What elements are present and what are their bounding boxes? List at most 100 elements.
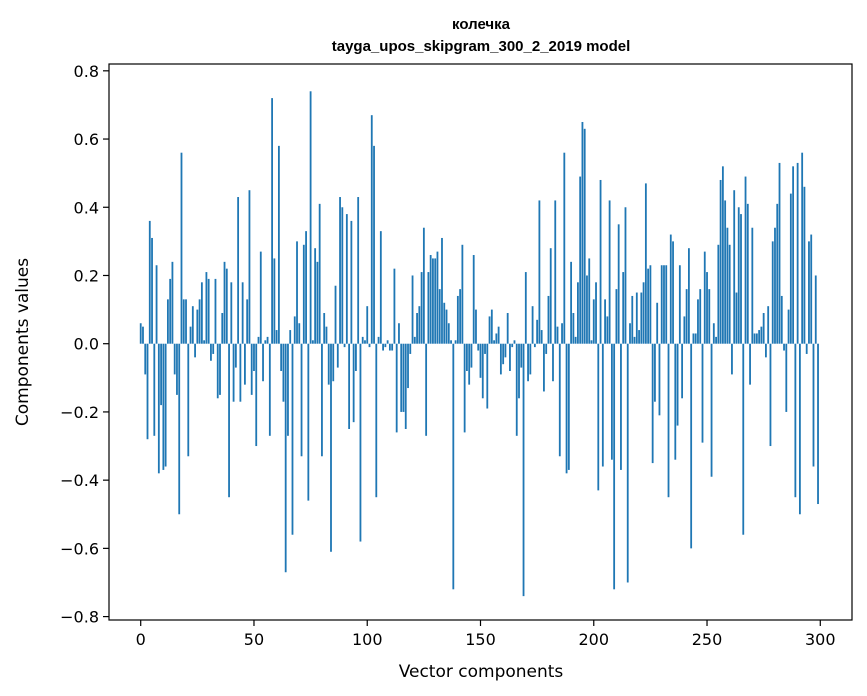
bar [805, 343, 808, 354]
bar [250, 343, 253, 395]
bar [203, 340, 206, 344]
bar [311, 340, 314, 344]
y-tick-label: −0.2 [60, 403, 99, 422]
bar [712, 323, 715, 344]
bar [733, 190, 736, 344]
bar [239, 343, 242, 402]
y-tick-label: 0.6 [74, 130, 99, 149]
bar [323, 313, 326, 344]
bar [649, 265, 652, 344]
bar [667, 343, 670, 498]
bar [710, 343, 713, 477]
bar [497, 326, 500, 344]
bar [579, 176, 582, 344]
bar [814, 275, 817, 344]
bar [789, 193, 792, 344]
bar [255, 343, 258, 447]
bar [305, 231, 307, 344]
bar [583, 128, 586, 344]
bar [162, 343, 165, 470]
bar [765, 343, 767, 358]
bar [411, 275, 414, 344]
bar [592, 299, 595, 344]
bar [454, 340, 457, 344]
bar [796, 162, 799, 344]
bar [536, 319, 539, 344]
bar [524, 272, 527, 344]
bar [336, 343, 339, 368]
bar [173, 343, 176, 375]
bar [447, 323, 450, 344]
bar [404, 343, 407, 429]
bar [157, 343, 160, 474]
bar [552, 343, 554, 382]
bar [495, 333, 498, 344]
bar [171, 261, 174, 344]
bar [615, 289, 618, 344]
bar [284, 343, 287, 573]
bar [318, 203, 321, 344]
bar [518, 343, 520, 399]
chart-title-line-2: tayga_upos_skipgram_300_2_2019 model [332, 38, 631, 55]
bar [345, 214, 348, 344]
bar [629, 323, 631, 344]
bar [413, 336, 416, 344]
y-tick-label: 0.0 [74, 335, 99, 354]
bar [776, 203, 779, 344]
x-axis-label: Vector components [399, 662, 564, 682]
bar [330, 343, 332, 552]
bar [139, 323, 142, 344]
bar [780, 295, 783, 344]
bar [771, 241, 774, 344]
x-tick-label: 250 [692, 630, 723, 649]
bar [418, 306, 421, 344]
bar [801, 152, 804, 344]
bar [688, 248, 690, 344]
bar [196, 309, 199, 344]
bar [450, 340, 452, 344]
bar [513, 340, 516, 344]
bar [610, 343, 613, 460]
bar [169, 278, 172, 344]
bar [493, 340, 495, 344]
bar [620, 343, 622, 470]
bar [737, 207, 740, 344]
bar [146, 343, 149, 440]
bar [416, 313, 418, 344]
bar [719, 179, 722, 344]
bar [674, 343, 677, 460]
bar [180, 152, 183, 344]
bar [178, 343, 181, 515]
bar [581, 121, 584, 344]
bar [656, 302, 659, 344]
bar [298, 323, 301, 344]
bar [527, 343, 529, 382]
bar [760, 326, 763, 344]
bar [223, 261, 226, 344]
bar [669, 234, 672, 344]
bar [257, 336, 260, 344]
bar [803, 186, 806, 344]
bar [244, 343, 246, 385]
bar [681, 343, 684, 399]
bar [386, 340, 389, 344]
bar [253, 343, 255, 371]
bar [268, 343, 271, 436]
bar [277, 145, 280, 344]
bar [488, 316, 491, 344]
bar [731, 343, 733, 375]
bar [783, 343, 785, 351]
bar [266, 336, 269, 344]
bar [461, 244, 464, 344]
bar [470, 343, 473, 368]
bar [477, 343, 480, 351]
bar [622, 272, 625, 344]
bar [377, 336, 380, 344]
bar [590, 340, 593, 344]
bar [683, 316, 686, 344]
bar [778, 162, 781, 344]
y-tick-label: −0.8 [60, 608, 99, 627]
bar [205, 272, 208, 344]
bar [225, 268, 228, 344]
